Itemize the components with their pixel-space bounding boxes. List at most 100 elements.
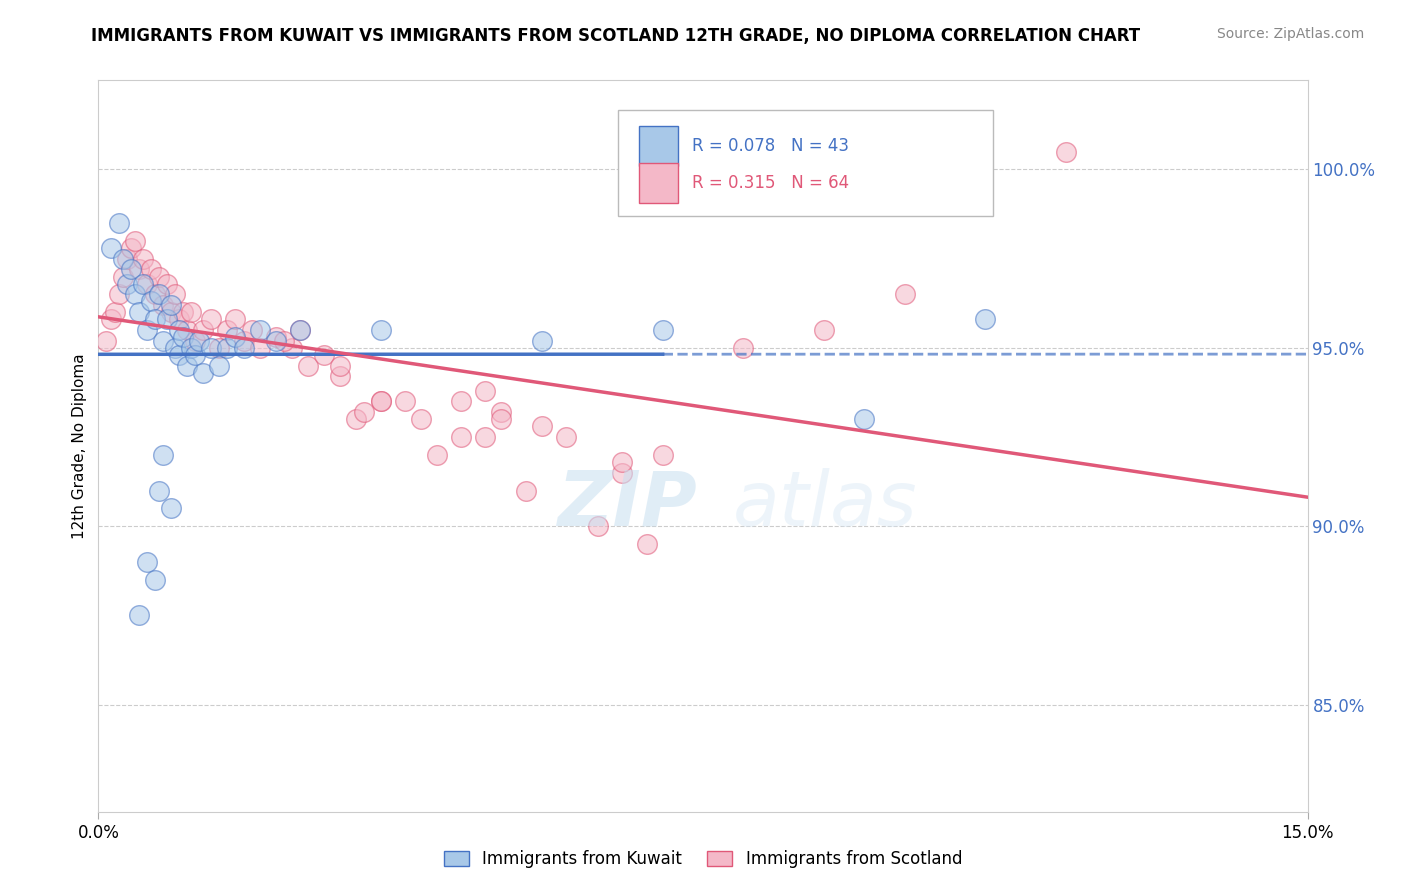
Text: R = 0.078   N = 43: R = 0.078 N = 43 xyxy=(692,137,849,155)
Point xyxy=(974,312,997,326)
Point xyxy=(491,405,513,419)
Point xyxy=(515,483,537,498)
Legend: Immigrants from Kuwait, Immigrants from Scotland: Immigrants from Kuwait, Immigrants from … xyxy=(437,844,969,875)
Point xyxy=(249,323,271,337)
Point xyxy=(132,252,155,266)
Point xyxy=(160,298,183,312)
Point xyxy=(217,323,239,337)
Point xyxy=(264,330,287,344)
Point xyxy=(128,608,150,623)
Point xyxy=(135,277,157,291)
Point xyxy=(813,323,835,337)
Point xyxy=(450,394,472,409)
Text: ZIP: ZIP xyxy=(558,467,697,541)
Point xyxy=(180,341,202,355)
Point xyxy=(143,573,166,587)
Point xyxy=(148,483,170,498)
FancyBboxPatch shape xyxy=(638,162,678,202)
Point xyxy=(193,366,215,380)
Point xyxy=(100,312,122,326)
Point xyxy=(139,294,162,309)
Point xyxy=(111,269,134,284)
Point xyxy=(100,241,122,255)
Point xyxy=(240,323,263,337)
Point xyxy=(370,394,392,409)
Point xyxy=(530,419,553,434)
Point xyxy=(152,298,174,312)
Point xyxy=(491,412,513,426)
Point xyxy=(193,323,215,337)
Point xyxy=(156,277,179,291)
Point xyxy=(184,348,207,362)
Point xyxy=(184,334,207,348)
Point xyxy=(135,323,157,337)
FancyBboxPatch shape xyxy=(638,126,678,166)
Point xyxy=(651,448,673,462)
Point xyxy=(156,312,179,326)
Point xyxy=(176,359,198,373)
Point xyxy=(329,359,352,373)
Point xyxy=(409,412,432,426)
Point xyxy=(853,412,876,426)
Point xyxy=(612,466,634,480)
Point xyxy=(893,287,915,301)
Point xyxy=(172,330,194,344)
Point xyxy=(172,305,194,319)
Point xyxy=(370,323,392,337)
Point xyxy=(148,269,170,284)
Point xyxy=(474,384,496,398)
Point xyxy=(124,234,146,248)
Point xyxy=(297,359,319,373)
Point xyxy=(249,341,271,355)
Point xyxy=(200,312,222,326)
Point xyxy=(180,305,202,319)
Point xyxy=(115,277,138,291)
Point xyxy=(115,252,138,266)
Point xyxy=(394,394,416,409)
Point xyxy=(224,330,246,344)
Point xyxy=(167,312,190,326)
Point xyxy=(111,252,134,266)
Point xyxy=(288,323,311,337)
Point xyxy=(232,341,254,355)
Y-axis label: 12th Grade, No Diploma: 12th Grade, No Diploma xyxy=(72,353,87,539)
Text: atlas: atlas xyxy=(734,467,918,541)
Point xyxy=(148,287,170,301)
Point xyxy=(426,448,449,462)
Point xyxy=(288,323,311,337)
Point xyxy=(152,334,174,348)
Text: IMMIGRANTS FROM KUWAIT VS IMMIGRANTS FROM SCOTLAND 12TH GRADE, NO DIPLOMA CORREL: IMMIGRANTS FROM KUWAIT VS IMMIGRANTS FRO… xyxy=(91,27,1140,45)
Point xyxy=(128,305,150,319)
Point xyxy=(163,341,186,355)
Point xyxy=(217,341,239,355)
Point xyxy=(120,262,142,277)
Point xyxy=(128,262,150,277)
Point xyxy=(176,323,198,337)
Point xyxy=(224,312,246,326)
Point xyxy=(651,323,673,337)
Point xyxy=(586,519,609,533)
Point xyxy=(636,537,658,551)
Point xyxy=(124,287,146,301)
Point xyxy=(370,394,392,409)
Point xyxy=(530,334,553,348)
Point xyxy=(281,341,304,355)
Point xyxy=(107,216,129,230)
Point xyxy=(160,305,183,319)
Point xyxy=(208,341,231,355)
Point xyxy=(152,448,174,462)
Point xyxy=(208,359,231,373)
Point xyxy=(107,287,129,301)
Point xyxy=(167,348,190,362)
Point xyxy=(612,455,634,469)
Point xyxy=(555,430,578,444)
Point xyxy=(132,277,155,291)
Point xyxy=(120,241,142,255)
Point xyxy=(733,341,755,355)
Point xyxy=(232,334,254,348)
Point xyxy=(139,262,162,277)
Text: R = 0.315   N = 64: R = 0.315 N = 64 xyxy=(692,174,849,192)
Point xyxy=(143,287,166,301)
Point xyxy=(314,348,336,362)
Point xyxy=(344,412,367,426)
